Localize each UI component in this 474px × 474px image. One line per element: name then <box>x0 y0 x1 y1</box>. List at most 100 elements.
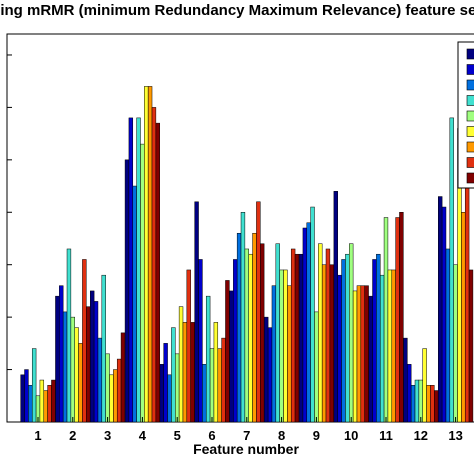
bar-feature-10-series-9 <box>364 285 369 423</box>
bar-feature-11-series-2 <box>372 259 377 423</box>
bar-feature-8-series-8 <box>290 248 296 423</box>
bar-feature-13-series-1 <box>438 196 443 423</box>
bar-feature-2-series-5 <box>70 316 75 423</box>
bar-feature-9-series-1 <box>298 253 304 423</box>
bar-feature-9-series-2 <box>302 227 308 423</box>
x-tick-label: 2 <box>69 428 76 443</box>
bar-feature-11-series-4 <box>379 274 385 423</box>
bar-feature-12-series-6 <box>422 348 427 423</box>
bar-feature-3-series-5 <box>105 353 110 423</box>
bar-feature-5-series-4 <box>171 327 176 423</box>
bar-feature-10-series-2 <box>337 274 342 423</box>
bar-feature-2-series-4 <box>66 248 72 423</box>
bar-feature-2-series-2 <box>59 285 64 423</box>
bar-feature-11-series-7 <box>391 269 396 423</box>
bar-feature-6-series-3 <box>202 364 207 423</box>
bar-feature-2-series-8 <box>82 259 87 423</box>
bar-feature-10-series-7 <box>356 285 362 423</box>
bar-feature-2-series-7 <box>78 343 83 423</box>
bar-feature-12-series-1 <box>403 337 408 423</box>
x-tick-label: 5 <box>174 428 181 443</box>
bar-feature-3-series-4 <box>101 274 106 423</box>
y-axis <box>7 54 12 371</box>
bar-feature-5-series-2 <box>163 343 168 423</box>
bar-feature-3-series-6 <box>109 374 114 423</box>
bar-feature-4-series-9 <box>155 122 160 423</box>
bar-feature-2-series-6 <box>74 327 79 423</box>
legend-swatch-series-4 <box>466 95 474 106</box>
bar-feature-4-series-6 <box>144 86 149 423</box>
bar-feature-11-series-3 <box>376 253 381 423</box>
bar-feature-6-series-4 <box>205 295 211 423</box>
bar-feature-13-series-5 <box>453 264 458 423</box>
legend-swatch-series-5 <box>466 110 474 122</box>
bar-feature-7-series-9 <box>260 243 265 423</box>
bar-feature-9-series-4 <box>310 206 315 423</box>
bar-feature-8-series-1 <box>264 316 269 423</box>
bar-feature-5-series-6 <box>178 306 184 423</box>
bar-feature-1-series-1 <box>20 374 25 423</box>
x-tick-label: 10 <box>344 428 358 443</box>
bar-feature-10-series-8 <box>360 285 365 423</box>
bar-feature-1-series-6 <box>39 379 45 423</box>
bar-feature-13-series-9 <box>468 269 474 423</box>
bar-feature-10-series-1 <box>333 191 338 423</box>
bar-feature-5-series-9 <box>190 322 195 423</box>
bar-feature-1-series-8 <box>47 385 52 423</box>
bar-feature-6-series-7 <box>217 348 222 423</box>
x-tick-label: 11 <box>379 428 393 443</box>
bar-feature-10-series-6 <box>352 290 358 423</box>
bar-feature-7-series-8 <box>256 201 261 423</box>
bar-feature-12-series-8 <box>430 385 435 423</box>
bar-feature-9-series-9 <box>329 264 334 423</box>
x-tick-label: 6 <box>208 428 215 443</box>
bar-feature-8-series-7 <box>287 285 292 423</box>
bar-feature-5-series-8 <box>186 269 191 423</box>
bar-feature-11-series-6 <box>387 269 393 423</box>
legend-swatch-series-6 <box>466 126 474 137</box>
bar-feature-7-series-3 <box>236 232 242 423</box>
bar-feature-4-series-3 <box>132 185 137 423</box>
bar-feature-13-series-2 <box>441 206 447 423</box>
bar-feature-8-series-5 <box>279 269 284 423</box>
bar-feature-12-series-5 <box>418 379 423 423</box>
bar-feature-9-series-7 <box>321 264 327 423</box>
bar-feature-7-series-6 <box>248 253 253 423</box>
bar-feature-12-series-3 <box>410 385 416 423</box>
bar-feature-9-series-6 <box>318 243 323 423</box>
bar-feature-3-series-9 <box>120 332 126 423</box>
legend-swatch-series-8 <box>466 157 474 168</box>
bar-feature-7-series-7 <box>252 232 257 423</box>
bar-feature-3-series-8 <box>116 358 122 423</box>
bar-feature-13-series-4 <box>449 117 454 423</box>
bar-feature-3-series-3 <box>97 337 103 423</box>
bar-feature-11-series-5 <box>383 217 389 423</box>
bar-feature-4-series-1 <box>124 159 130 423</box>
bar-feature-1-series-4 <box>31 348 37 423</box>
x-tick-label: 1 <box>34 428 41 443</box>
bar-feature-9-series-5 <box>314 311 319 423</box>
bar-feature-4-series-5 <box>140 143 145 423</box>
bar-feature-12-series-4 <box>414 379 420 423</box>
bar-feature-1-series-9 <box>51 379 56 423</box>
bar-feature-7-series-5 <box>244 248 249 423</box>
bar-feature-8-series-4 <box>275 243 280 423</box>
bar-feature-6-series-2 <box>198 259 203 423</box>
bar-feature-8-series-6 <box>283 269 288 423</box>
bar-feature-8-series-3 <box>271 285 277 423</box>
x-tick-label: 9 <box>313 428 320 443</box>
bar-feature-6-series-5 <box>209 348 215 423</box>
bar-feature-3-series-2 <box>93 301 99 423</box>
legend <box>457 41 474 189</box>
legend-swatch-series-3 <box>466 79 474 91</box>
bars-layer <box>20 86 474 423</box>
bar-feature-2-series-1 <box>55 295 60 423</box>
legend-swatch-series-9 <box>466 172 474 184</box>
x-tick-label: 8 <box>278 428 285 443</box>
bar-feature-4-series-4 <box>136 117 141 423</box>
bar-feature-11-series-9 <box>399 212 404 423</box>
legend-swatch-series-1 <box>466 48 474 60</box>
bar-feature-7-series-1 <box>229 290 234 423</box>
bar-feature-6-series-8 <box>221 337 226 423</box>
x-tick-label: 7 <box>243 428 250 443</box>
